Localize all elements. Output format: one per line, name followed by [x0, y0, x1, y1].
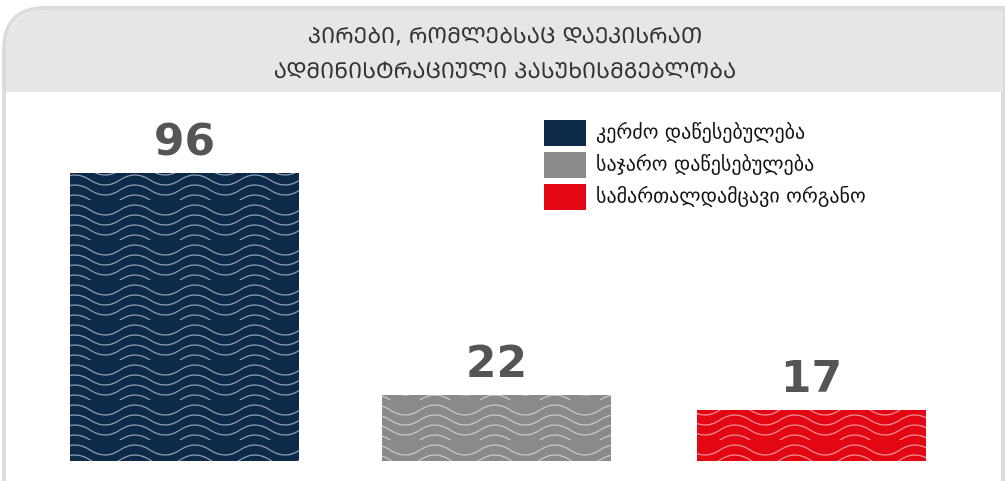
chart-title: ᲐᲓᲛᲘᲜᲘᲡᲢᲠᲐᲪᲘᲣᲚᲘ ᲞᲐᲡᲣᲮᲘᲡᲛᲒᲔᲑᲚᲝᲑᲐ [274, 59, 737, 84]
legend-swatch [544, 120, 586, 146]
legend-swatch [544, 184, 586, 210]
legend-label: სამართალდამცავი ორგანო [596, 184, 866, 208]
legend-swatch [544, 152, 586, 178]
value-label: 17 [781, 352, 842, 403]
header-band [6, 10, 1003, 92]
value-label: 22 [466, 337, 527, 388]
bar-texture [697, 410, 926, 461]
legend-label: კერძო დაწესებულება [596, 120, 805, 144]
chart-title: ᲞᲘᲠᲔᲑᲘ, ᲠᲝᲛᲚᲔᲑᲡᲐᲪ ᲓᲐᲔᲙᲘᲡᲠᲐᲗ [308, 24, 702, 49]
bar-texture [70, 173, 299, 461]
bar-texture [382, 395, 611, 461]
legend-label: საჯარო დაწესებულება [596, 152, 814, 176]
value-label: 96 [154, 115, 215, 166]
card-border [2, 6, 1005, 481]
